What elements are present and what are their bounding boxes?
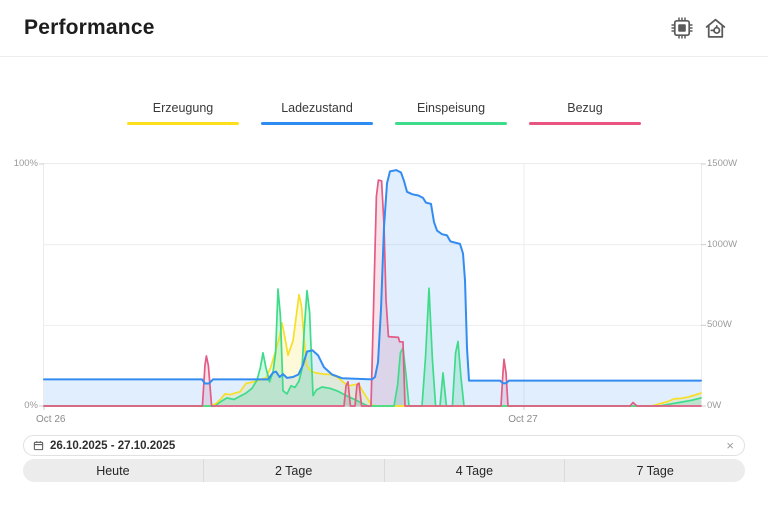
chip-icon[interactable] (669, 15, 695, 41)
legend-label: Bezug (567, 101, 603, 115)
x-axis-label: Oct 26 (36, 414, 66, 425)
chart-canvas (39, 163, 706, 410)
legend-label: Ladezustand (281, 101, 353, 115)
range-button-7-tage[interactable]: 7 Tage (564, 459, 745, 482)
y-axis-right-label: 1000W (707, 238, 738, 250)
page-header: Performance (0, 0, 768, 57)
range-button-heute[interactable]: Heute (96, 463, 130, 478)
legend-item-ladezustand[interactable]: Ladezustand (261, 101, 373, 125)
legend-color-bar (395, 122, 507, 125)
y-axis-left-label: 0% (24, 400, 38, 411)
x-axis-label: Oct 27 (508, 414, 538, 425)
header-icon-group (669, 15, 728, 41)
calendar-icon (33, 441, 44, 451)
legend-color-bar (127, 122, 239, 125)
legend-color-bar (529, 122, 641, 125)
plot-area (39, 163, 706, 410)
legend-label: Erzeugung (152, 101, 214, 115)
date-range-input[interactable]: 26.10.2025 - 27.10.2025 × (23, 435, 745, 456)
legend-item-erzeugung[interactable]: Erzeugung (127, 101, 239, 125)
page-title: Performance (24, 16, 155, 39)
legend-label: Einspeisung (416, 101, 486, 115)
date-range-value: 26.10.2025 - 27.10.2025 (50, 439, 176, 452)
quick-range-control: Heute 2 Tage 4 Tage 7 Tage (23, 459, 745, 482)
performance-chart: 100% 0% 1500W 1000W 500W 0W Oct 26 Oct 27 (0, 137, 768, 430)
legend-item-bezug[interactable]: Bezug (529, 101, 641, 125)
legend-color-bar (261, 122, 373, 125)
home-energy-icon[interactable] (702, 15, 728, 41)
y-axis-right-label: 0W (707, 400, 722, 411)
range-button-4-tage[interactable]: 4 Tage (383, 459, 565, 482)
y-axis-right-label: 500W (707, 319, 732, 331)
y-axis-left-label: 100% (13, 158, 38, 169)
y-axis-right-label: 1500W (707, 158, 738, 169)
clear-range-icon[interactable]: × (726, 437, 734, 453)
chart-legend: Erzeugung Ladezustand Einspeisung Bezug (0, 101, 768, 125)
range-button-2-tage[interactable]: 2 Tage (202, 459, 384, 482)
legend-item-einspeisung[interactable]: Einspeisung (395, 101, 507, 125)
